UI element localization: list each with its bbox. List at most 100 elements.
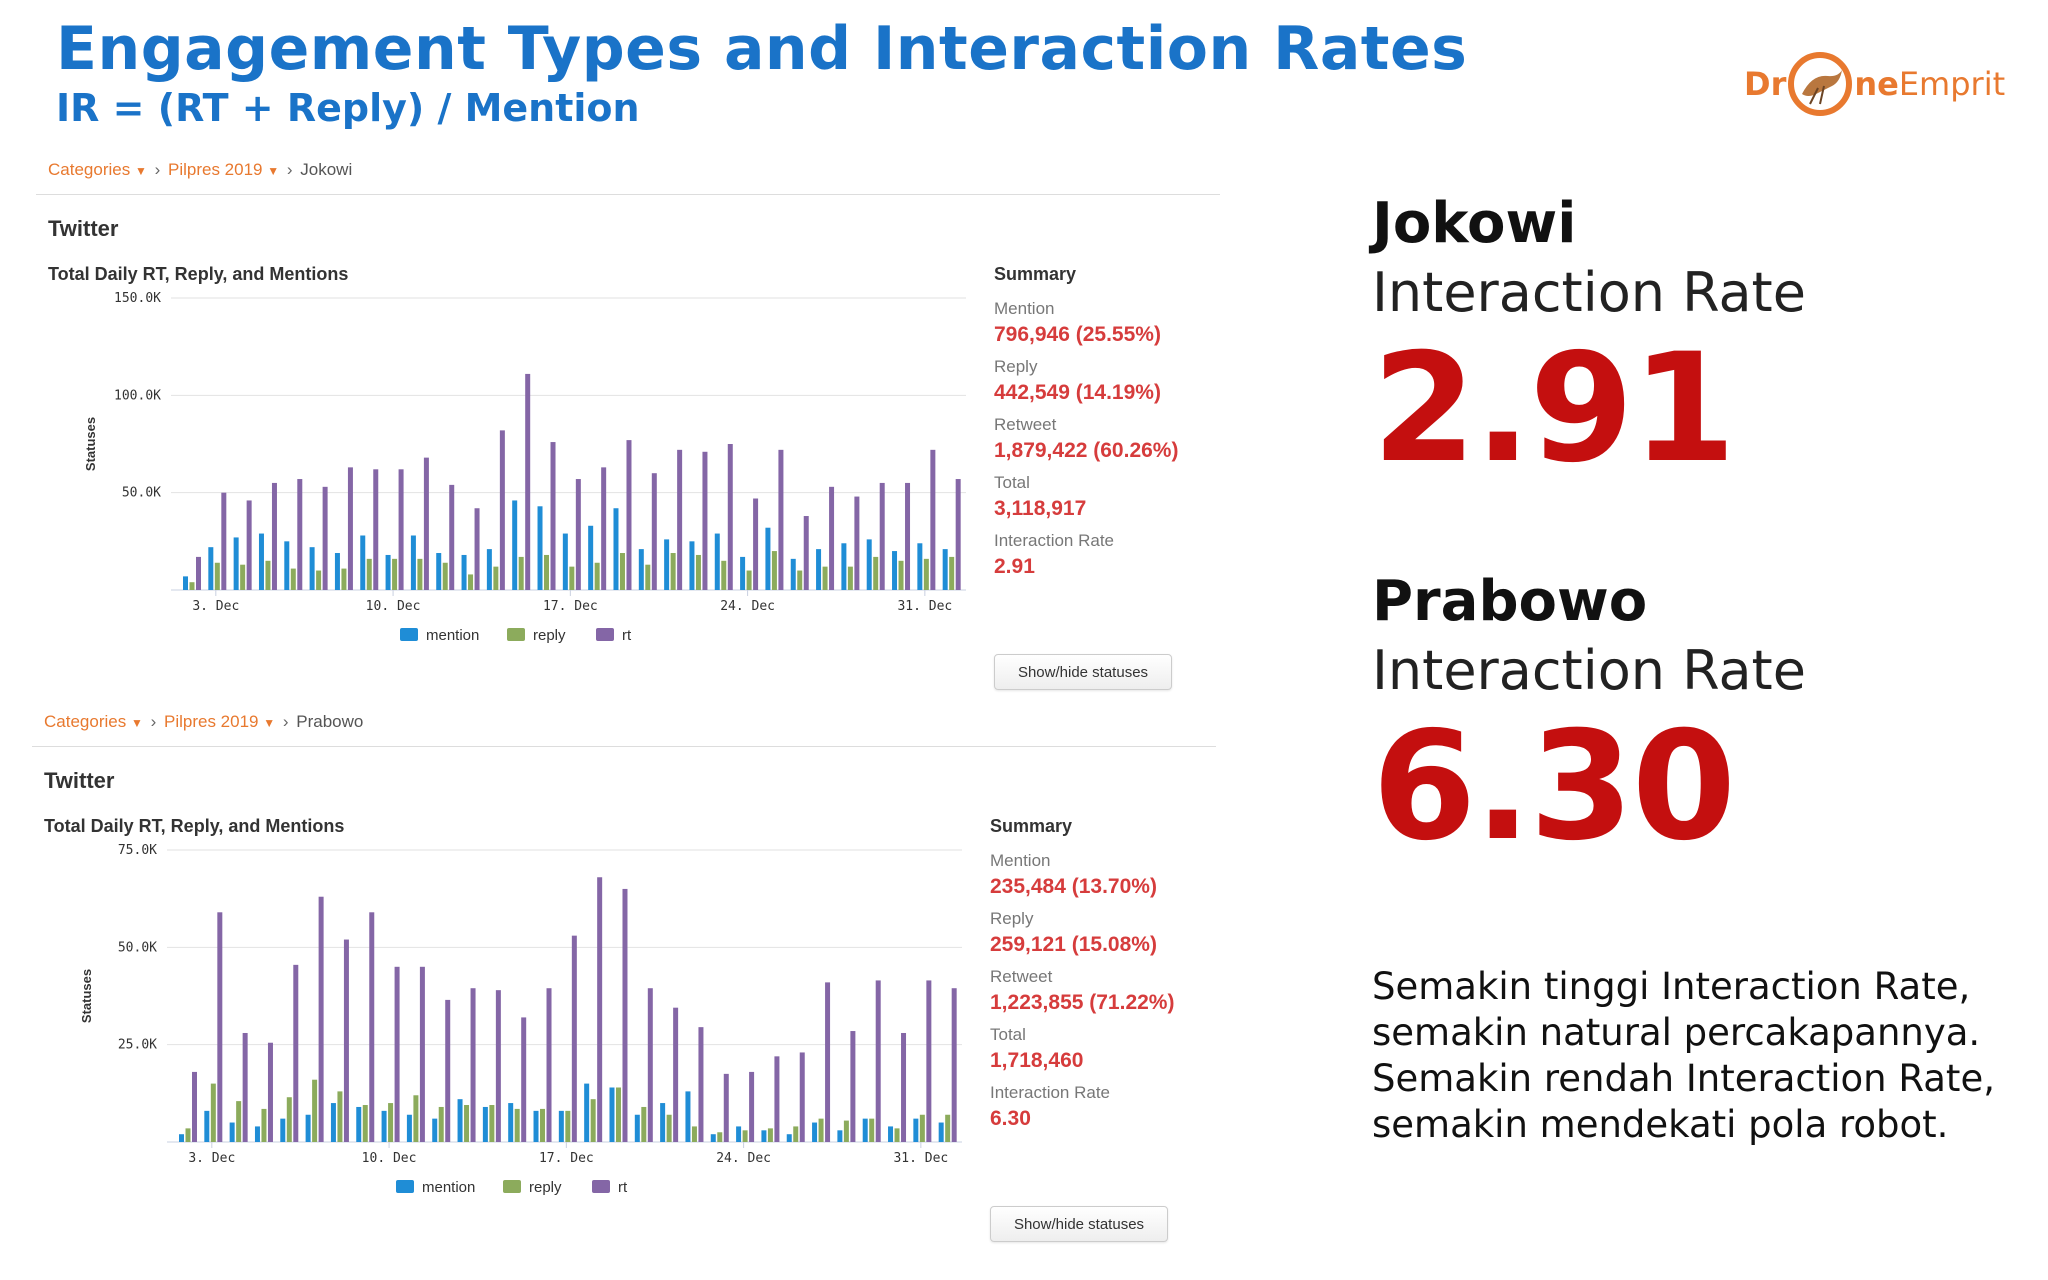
bar-rt — [753, 498, 759, 590]
y-axis-label: Statuses — [79, 969, 94, 1023]
bar-mention — [888, 1126, 894, 1142]
bar-rt — [575, 479, 581, 590]
summary-title: Summary — [994, 264, 1077, 284]
bar-rt — [343, 939, 349, 1142]
prabowo-panel: Categories ▼ › Pilpres 2019 ▼ › Prabowo … — [32, 712, 1222, 1252]
bar-mention — [309, 547, 315, 590]
bar-reply — [366, 558, 372, 590]
bar-mention — [330, 1103, 336, 1142]
bar-reply — [822, 566, 828, 590]
show-hide-statuses-button[interactable]: Show/hide statuses — [990, 1206, 1168, 1242]
bar-rt — [854, 496, 860, 590]
interaction-rate-big-value: 2.91 — [1372, 322, 1736, 496]
bar-mention — [837, 1130, 843, 1142]
candidate-name: Jokowi — [1372, 191, 1577, 256]
reply-label: Reply — [990, 909, 1034, 928]
breadcrumb-categories[interactable]: Categories — [48, 160, 131, 179]
bar-rt — [799, 1052, 805, 1142]
bar-reply — [417, 558, 423, 590]
bar-rt — [647, 988, 653, 1142]
breadcrumb-group[interactable]: Pilpres 2019 — [167, 160, 263, 179]
bar-mention — [613, 508, 619, 590]
bar-mention — [179, 1134, 184, 1142]
bar-reply — [214, 562, 220, 590]
bar-rt — [626, 440, 632, 590]
bar-mention — [790, 558, 796, 590]
bar-reply — [691, 1126, 697, 1142]
section-title: Twitter — [48, 216, 119, 241]
x-tick-label: 3. Dec — [188, 1151, 235, 1166]
bar-mention — [689, 541, 695, 590]
bar-mention — [812, 1122, 818, 1142]
bar-reply — [312, 1079, 318, 1142]
legend-swatch-mention — [396, 1180, 414, 1193]
caret-down-icon[interactable]: ▼ — [263, 716, 276, 730]
bar-rt — [271, 482, 277, 590]
breadcrumb: Categories ▼ › Pilpres 2019 ▼ › Jokowi — [48, 160, 352, 180]
bar-reply — [337, 1091, 343, 1142]
bar-reply — [392, 558, 398, 590]
bar-reply — [797, 570, 803, 590]
legend-label-reply: reply — [533, 627, 566, 644]
bar-rt — [875, 980, 881, 1142]
bar-reply — [569, 566, 575, 590]
bar-rt — [192, 1071, 197, 1142]
bar-mention — [761, 1130, 767, 1142]
bar-rt — [495, 990, 501, 1142]
bar-rt — [951, 988, 957, 1142]
bar-rt — [217, 912, 223, 1142]
y-tick-label: 50.0K — [122, 486, 161, 501]
note-line: semakin natural percakapannya. — [1372, 1011, 1981, 1054]
bar-rt — [322, 486, 328, 590]
bar-reply — [189, 582, 195, 590]
bar-rt — [901, 1032, 907, 1142]
y-tick-label: 25.0K — [118, 1038, 157, 1053]
bar-mention — [942, 549, 948, 590]
breadcrumb-group[interactable]: Pilpres 2019 — [163, 712, 259, 731]
x-tick-label: 31. Dec — [893, 1151, 948, 1166]
bar-chart: 25.0K 50.0K 75.0K Statuses 3. Dec 10. Dec 17. … — [79, 843, 962, 1196]
bar-mention — [508, 1103, 514, 1142]
x-tick-label: 31. Dec — [897, 599, 952, 614]
prabowo-ir-block: Prabowo Interaction Rate 6.30 — [1372, 569, 1806, 863]
logo-text-3: Emprit — [1898, 65, 2006, 103]
bar-reply — [746, 570, 752, 590]
bar-rt — [677, 449, 683, 590]
breadcrumb-entity: Jokowi — [300, 160, 353, 179]
x-tick-label: 17. Dec — [539, 1151, 594, 1166]
bar-mention — [436, 553, 442, 590]
caret-down-icon[interactable]: ▼ — [130, 716, 143, 730]
interaction-rate-label: Interaction Rate — [990, 1083, 1111, 1102]
legend-label-mention: mention — [426, 627, 479, 644]
breadcrumb-categories[interactable]: Categories — [44, 712, 127, 731]
explanation-note: Semakin tinggi Interaction Rate, semakin… — [1372, 964, 1995, 1148]
bar-mention — [913, 1118, 919, 1142]
bar-rt — [749, 1071, 755, 1142]
bar-mention — [410, 535, 416, 590]
bar-mention — [816, 549, 822, 590]
chart-title: Total Daily RT, Reply, and Mentions — [44, 816, 345, 836]
total-value: 3,118,917 — [994, 497, 1087, 520]
legend-swatch-mention — [400, 628, 418, 641]
total-label: Total — [990, 1025, 1026, 1044]
bar-mention — [482, 1106, 488, 1142]
bar-rt — [774, 1056, 780, 1142]
candidate-name: Prabowo — [1372, 569, 1648, 634]
bar-rt — [955, 479, 961, 590]
caret-down-icon[interactable]: ▼ — [267, 164, 280, 178]
bar-reply — [847, 566, 853, 590]
caret-down-icon[interactable]: ▼ — [134, 164, 147, 178]
bar-reply — [489, 1105, 495, 1142]
x-tick-label: 24. Dec — [720, 599, 775, 614]
bar-reply — [898, 560, 904, 590]
retweet-value: 1,879,422 (60.26%) — [994, 439, 1179, 462]
bar-reply — [771, 551, 777, 590]
bar-reply — [341, 568, 347, 590]
show-hide-statuses-button[interactable]: Show/hide statuses — [994, 654, 1172, 690]
bar-reply — [919, 1114, 925, 1142]
bar-rt — [521, 1017, 527, 1142]
chevron-right-icon: › — [150, 712, 157, 731]
bar-mention — [183, 576, 188, 590]
bar-rt — [571, 935, 577, 1142]
bar-reply — [362, 1105, 368, 1142]
